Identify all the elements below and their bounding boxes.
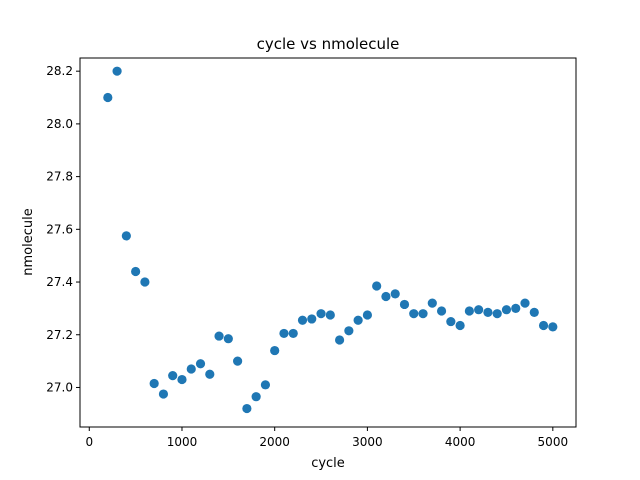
data-point xyxy=(520,298,530,308)
data-point xyxy=(418,309,428,319)
data-point xyxy=(158,389,169,399)
data-point xyxy=(260,380,271,390)
y-tick-label: 28.2 xyxy=(46,64,73,78)
y-tick-label: 27.0 xyxy=(46,380,73,394)
x-tick-label: 5000 xyxy=(538,435,569,449)
data-point xyxy=(168,371,178,381)
data-point xyxy=(288,328,298,339)
x-axis-label: cycle xyxy=(311,456,345,471)
x-tick-label: 1000 xyxy=(167,435,198,449)
data-point xyxy=(325,310,335,320)
data-point xyxy=(538,320,549,331)
data-point xyxy=(195,359,206,369)
chart-title: cycle vs nmolecule xyxy=(257,35,400,53)
data-point xyxy=(177,374,187,385)
scatter-series xyxy=(103,66,558,414)
y-axis-label: nmolecule xyxy=(21,208,36,275)
data-point xyxy=(511,303,521,313)
data-point xyxy=(529,307,539,317)
data-point xyxy=(307,314,317,324)
data-point xyxy=(131,266,141,277)
y-tick-label: 27.4 xyxy=(46,275,73,289)
data-point xyxy=(492,309,502,319)
data-point xyxy=(270,345,280,356)
data-point xyxy=(112,66,122,76)
data-point xyxy=(223,334,233,344)
data-point xyxy=(334,335,345,345)
data-point xyxy=(297,315,308,325)
data-point xyxy=(344,326,354,336)
data-point xyxy=(121,231,131,241)
data-point xyxy=(372,281,382,291)
data-point xyxy=(455,320,465,331)
data-point xyxy=(409,309,419,319)
data-point xyxy=(427,298,437,308)
data-point xyxy=(446,316,456,327)
y-tick-label: 27.6 xyxy=(46,222,73,236)
x-tick-label: 3000 xyxy=(352,435,383,449)
y-tick-label: 27.2 xyxy=(46,328,73,342)
data-point xyxy=(279,328,289,339)
data-point xyxy=(474,305,484,315)
data-point xyxy=(353,315,363,325)
data-point xyxy=(390,289,400,299)
x-axis: 0 1000 2000 3000 4000 5000 xyxy=(85,427,568,449)
y-axis: 27.0 27.2 27.4 27.6 27.8 28.0 28.2 xyxy=(46,64,80,394)
data-point xyxy=(548,322,558,332)
data-point xyxy=(436,306,447,316)
data-point xyxy=(362,310,373,320)
data-point xyxy=(316,309,326,319)
data-point xyxy=(381,291,391,302)
data-point xyxy=(501,305,512,315)
x-tick-label: 0 xyxy=(85,435,93,449)
data-point xyxy=(242,403,252,414)
y-tick-label: 27.8 xyxy=(46,170,73,184)
data-point xyxy=(233,356,243,366)
y-tick-label: 28.0 xyxy=(46,117,73,131)
plot-area xyxy=(79,57,577,428)
data-point xyxy=(149,378,159,389)
x-tick-label: 4000 xyxy=(445,435,476,449)
data-point xyxy=(464,306,474,316)
data-point xyxy=(140,277,150,287)
data-point xyxy=(186,364,196,374)
data-point xyxy=(483,307,493,317)
data-point xyxy=(205,369,215,379)
data-point xyxy=(251,392,261,402)
data-point xyxy=(214,331,224,341)
x-tick-label: 2000 xyxy=(259,435,290,449)
data-point xyxy=(103,92,113,103)
data-point xyxy=(399,299,410,310)
